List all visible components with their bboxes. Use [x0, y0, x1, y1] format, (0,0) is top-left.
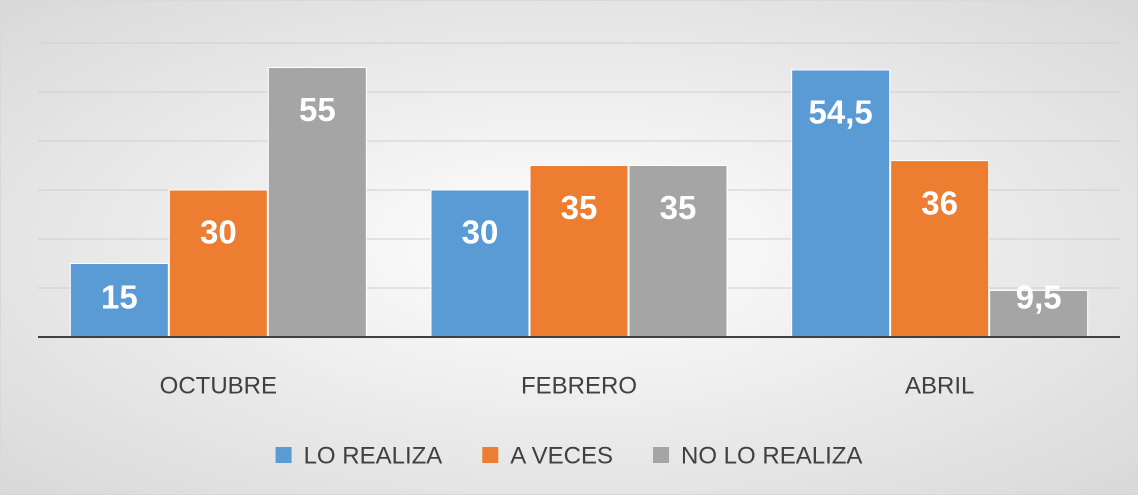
legend-swatch: [653, 447, 670, 463]
data-label: 15: [101, 279, 138, 316]
data-label: 30: [462, 214, 499, 251]
legend-swatch: [482, 447, 499, 463]
bar: [791, 69, 891, 338]
bar: [529, 165, 629, 338]
data-label: 54,5: [809, 94, 873, 131]
x-tick-label: OCTUBRE: [160, 372, 277, 399]
data-label: 35: [561, 189, 598, 226]
x-tick-label: FEBRERO: [521, 372, 637, 399]
legend-label: LO REALIZA: [304, 442, 443, 469]
legend-label: A VECES: [510, 442, 613, 469]
legend-label: NO LO REALIZA: [681, 442, 862, 469]
bar: [168, 189, 268, 338]
bar: [69, 263, 169, 338]
bar: [628, 165, 728, 338]
data-label: 9,5: [1016, 279, 1062, 316]
bar: [430, 189, 530, 338]
legend-swatch: [275, 447, 292, 463]
data-label: 35: [660, 189, 697, 226]
data-label: 30: [200, 214, 237, 251]
bar: [989, 289, 1089, 338]
bar: [267, 67, 367, 338]
x-tick-label: ABRIL: [905, 372, 974, 399]
data-label: 36: [921, 184, 958, 221]
bar: [890, 160, 990, 338]
data-label: 55: [299, 91, 336, 128]
